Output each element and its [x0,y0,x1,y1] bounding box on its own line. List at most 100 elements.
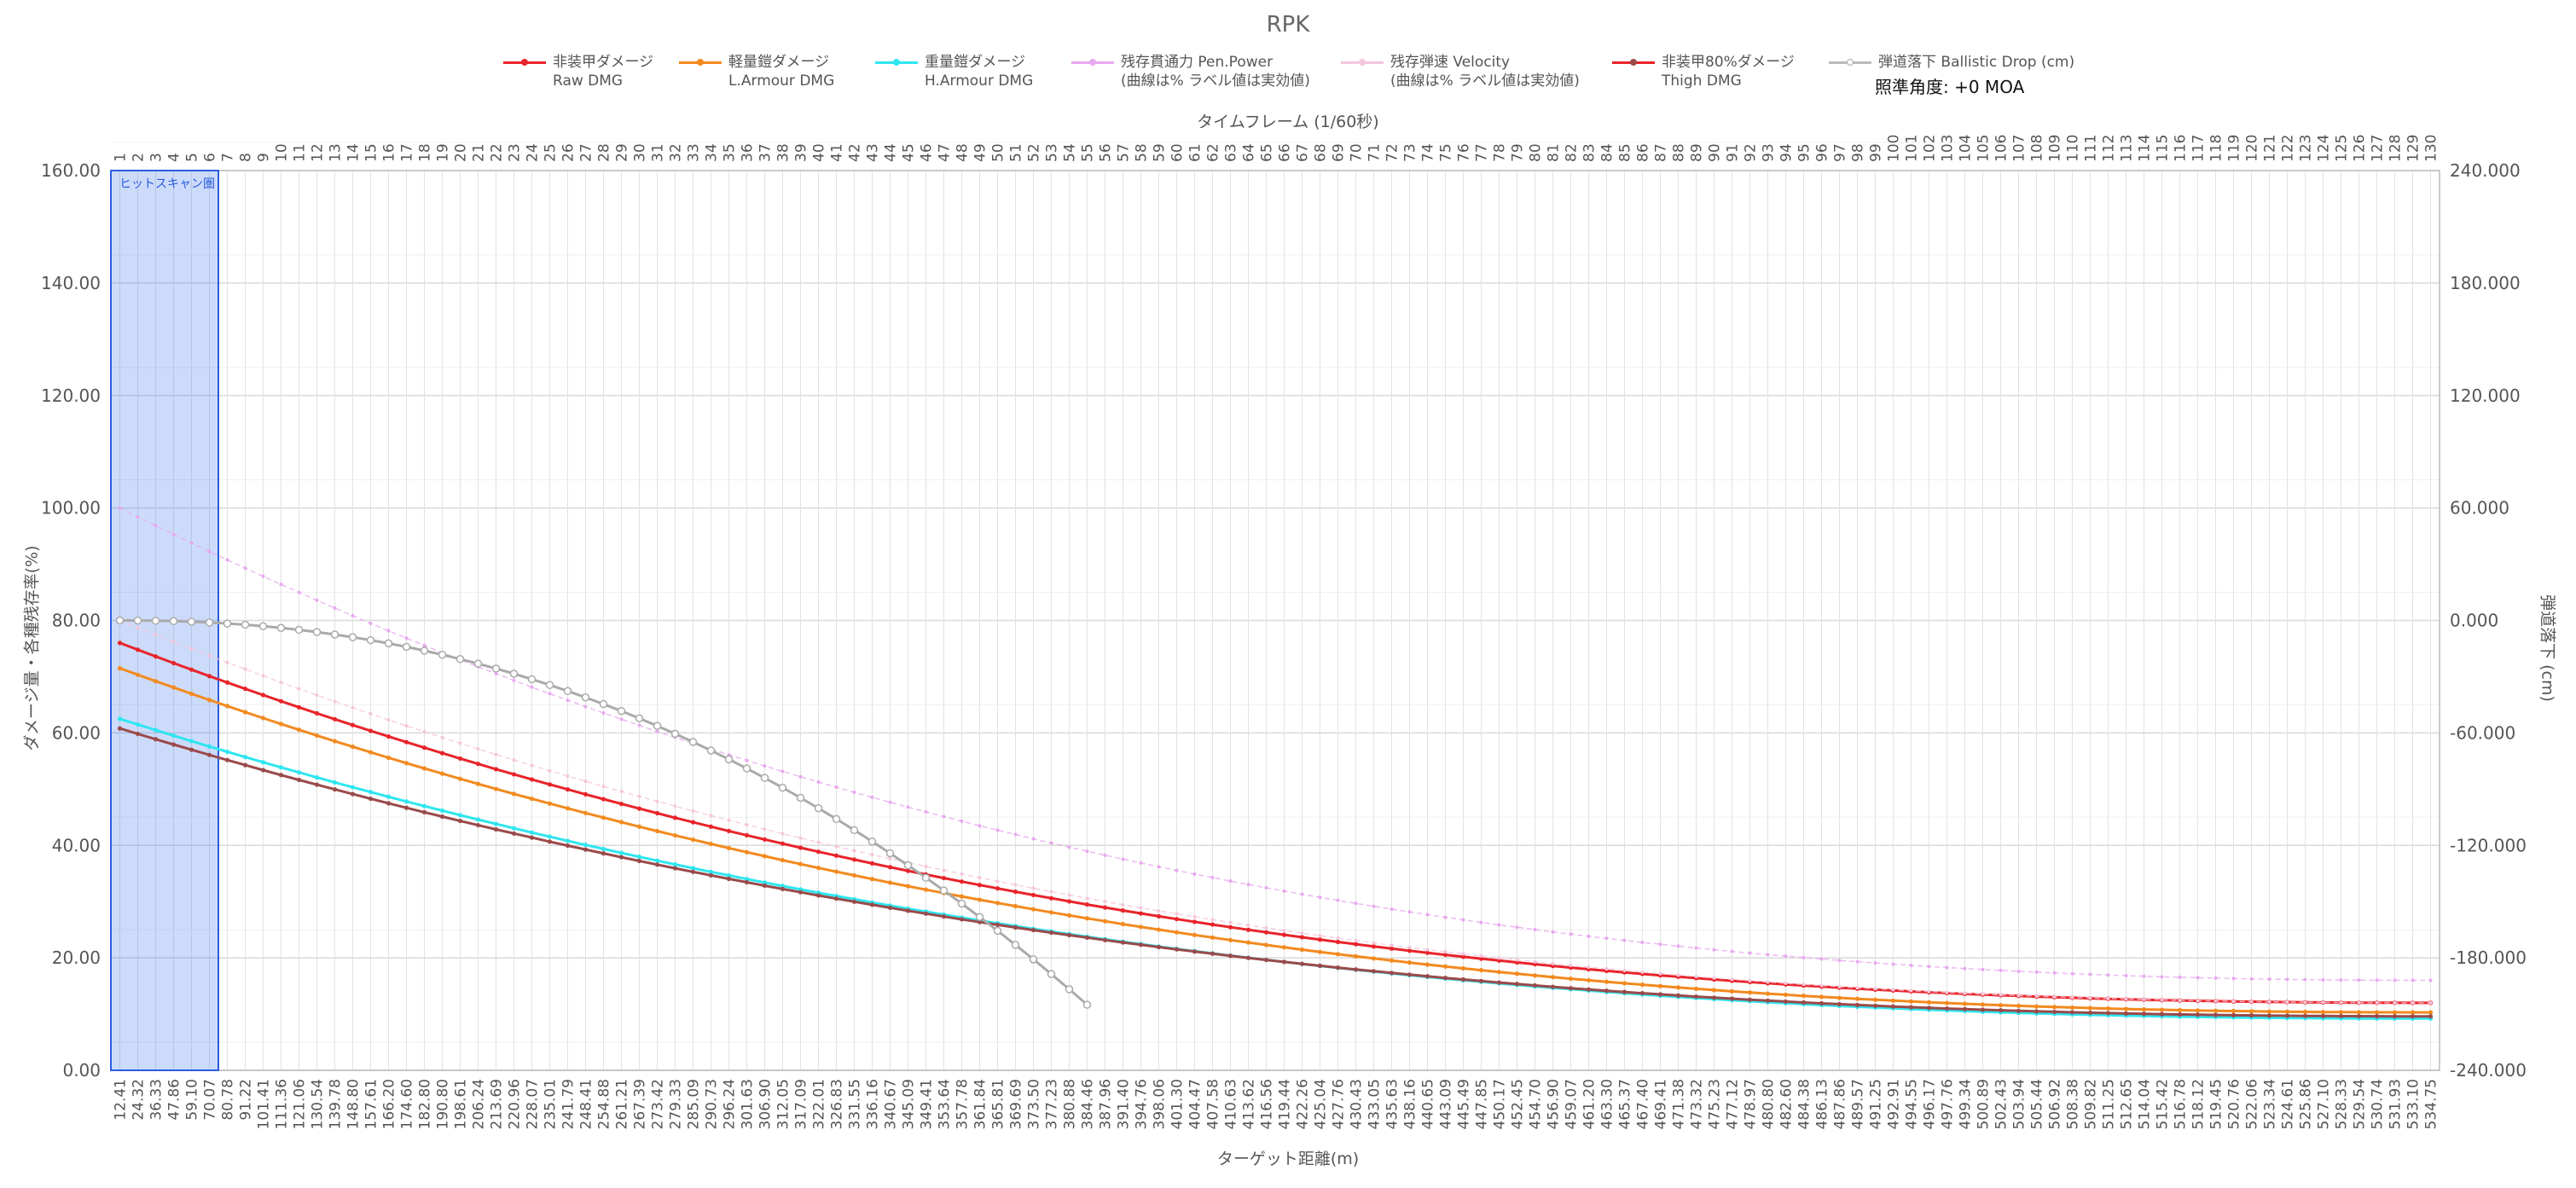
series-point-light [672,832,678,838]
x-bottom-tick-label: 361.84 [972,1079,989,1129]
series-point-vel [1300,931,1304,936]
series-line-pen [119,507,2431,982]
series-point-raw [153,654,159,659]
series-point-raw [815,849,821,855]
series-point-light [1407,960,1413,965]
series-point-light [1478,968,1484,973]
series-point-vel [1175,912,1179,916]
series-point-light [1317,949,1323,954]
series-point-heavy [332,779,338,785]
series-point-light [511,791,517,797]
series-point-thigh [1317,963,1323,968]
series-point-pen [154,524,158,528]
series-point-light [403,761,409,766]
series-point-light [350,745,356,750]
x-top-tick-label: 5 [184,153,201,162]
x-bottom-tick-label: 473.32 [1689,1079,1706,1129]
series-point-thigh [1514,982,1520,987]
x-bottom-tick-label: 438.16 [1402,1079,1419,1129]
x-bottom-tick-label: 148.80 [345,1079,363,1129]
series-point-vel [870,853,874,857]
aim-angle-label: 照準角度: +0 MOA [1875,77,2025,97]
series-point-pen [1819,957,1824,961]
legend-label-drop: 弾道落下 Ballistic Drop (cm) [1878,53,2074,72]
series-point-thigh [1908,1005,1914,1010]
series-point-light [887,880,893,885]
series-point-thigh [977,919,983,924]
series-point-light [618,820,624,825]
series-point-thigh [583,847,589,852]
series-point-pen [1855,959,1859,964]
x-bottom-tick-label: 502.43 [1993,1079,2010,1129]
x-bottom-tick-label: 317.09 [793,1079,810,1129]
x-bottom-tick-label: 430.43 [1349,1079,1366,1129]
x-top-tick-label: 57 [1116,143,1133,162]
series-point-raw [869,861,875,866]
series-point-raw [242,687,248,692]
series-point-heavy [296,770,302,775]
x-top-tick-label: 22 [489,143,506,162]
x-top-tick-label: 10 [274,143,291,162]
series-point-pen [1640,940,1645,944]
series-point-vel [924,864,928,868]
x-top-tick-label: 75 [1438,143,1455,162]
series-point-thigh [2248,1013,2254,1018]
series-point-raw [224,680,230,685]
series-point-thigh [2051,1009,2057,1015]
x-top-tick-label: 80 [1528,143,1545,162]
series-point-light [332,739,338,744]
x-top-tick-label: 17 [399,143,416,162]
x-top-tick-label: 119 [2226,135,2243,162]
series-point-light [206,698,212,703]
series-point-pen [1067,845,1071,849]
x-top-tick-label: 109 [2047,135,2064,162]
series-point-thigh [117,726,123,731]
series-point-light [1639,982,1645,988]
series-point-thigh [1389,971,1395,976]
series-point-vel [1855,986,1859,990]
series-point-light [2392,1010,2398,1015]
series-point-raw [296,704,302,710]
series-point-vel [2178,998,2182,1002]
series-point-heavy [368,790,374,795]
series-point-light [636,824,642,829]
x-top-tick-label: 34 [704,143,721,162]
series-point-thigh [780,886,786,891]
legend-swatch-vel [1341,59,1384,66]
series-point-thigh [1192,949,1198,954]
series-point-raw [1120,908,1126,913]
series-point-thigh [278,773,284,778]
series-point-vel [333,699,337,704]
series-point-thigh [296,777,302,783]
x-top-tick-label: 85 [1617,143,1634,162]
series-point-pen [1479,920,1483,924]
x-top-tick-label: 25 [542,143,560,162]
x-bottom-tick-label: 518.12 [2190,1079,2208,1129]
series-point-pen [852,791,856,795]
x-top-tick-label: 117 [2190,135,2208,162]
x-bottom-tick-label: 499.34 [1958,1079,1975,1129]
series-point-thigh [923,911,929,916]
x-top-tick-label: 43 [865,143,882,162]
x-top-tick-label: 55 [1080,143,1097,162]
series-point-thigh [1926,1005,1932,1011]
series-point-drop [885,849,895,858]
series-point-light [1783,992,1789,998]
series-point-vel [816,840,821,844]
series-point-light [1604,979,1610,984]
legend-label-line: Raw DMG [553,72,624,90]
series-point-thigh [1496,980,1502,985]
series-point-light [959,894,965,899]
x-bottom-tick-label: 459.07 [1564,1079,1581,1129]
series-point-heavy [529,830,535,835]
series-point-light [314,733,320,739]
x-top-tick-label: 72 [1384,143,1401,162]
series-point-pen [243,566,247,571]
series-point-raw [1084,901,1090,907]
series-point-light [1263,942,1269,948]
y-left-tick-label: 160.00 [41,160,101,181]
series-point-heavy [618,850,624,855]
series-point-light [1138,924,1144,930]
series-point-pen [2034,970,2039,974]
series-point-thigh [2266,1013,2272,1018]
